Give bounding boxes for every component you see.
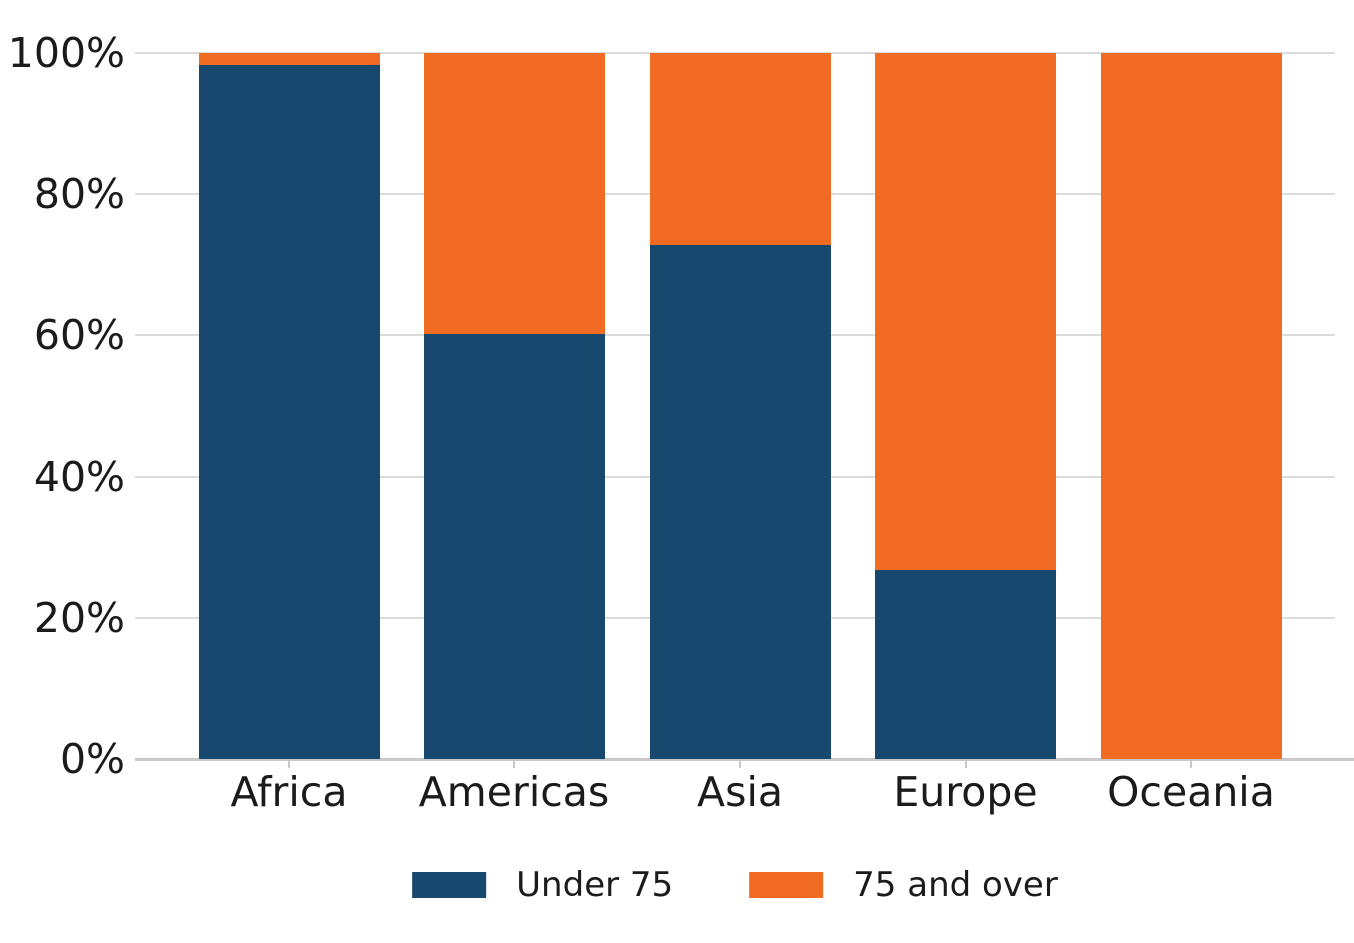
bar-segment-under-75-europe: [875, 569, 1056, 759]
legend-label: Under 75: [516, 865, 674, 905]
bar-segment-75-and-over-oceania: [1100, 53, 1282, 759]
bar-segment-under-75-americas: [423, 333, 605, 759]
x-axis-tick-africa: [288, 760, 290, 768]
bar-segment-75-and-over-europe: [875, 53, 1056, 570]
y-tick-label: 0%: [59, 735, 125, 783]
x-axis-tick-asia: [739, 760, 741, 768]
x-axis-tick-americas: [513, 760, 515, 768]
y-tick-label: 100%: [7, 29, 125, 77]
category-label-americas: Americas: [418, 768, 610, 816]
category-label-africa: Africa: [230, 768, 348, 816]
legend-item-75-and-over: 75 and over: [749, 868, 1058, 902]
bar-segment-75-and-over-africa: [198, 53, 380, 65]
legend: Under 75 75 and over: [412, 868, 1058, 902]
category-label-oceania: Oceania: [1107, 768, 1275, 816]
category-label-asia: Asia: [697, 768, 783, 816]
bar-segment-under-75-asia: [649, 245, 831, 759]
x-axis-tick-oceania: [1190, 760, 1192, 768]
legend-swatch-icon: [749, 872, 824, 898]
legend-label: 75 and over: [853, 865, 1058, 905]
legend-item-under-75: Under 75: [412, 868, 673, 902]
bar-segment-75-and-over-asia: [649, 53, 831, 246]
y-tick-label: 40%: [33, 452, 125, 501]
y-tick-label: 80%: [33, 170, 125, 219]
bar-segment-75-and-over-americas: [423, 53, 605, 334]
bar-segment-under-75-africa: [198, 65, 380, 759]
legend-swatch-icon: [412, 872, 487, 898]
category-label-europe: Europe: [893, 768, 1038, 816]
x-axis-tick-europe: [964, 760, 967, 768]
x-axis-line: [135, 758, 1354, 761]
y-tick-label: 20%: [33, 593, 125, 642]
y-tick-label: 60%: [33, 311, 125, 360]
